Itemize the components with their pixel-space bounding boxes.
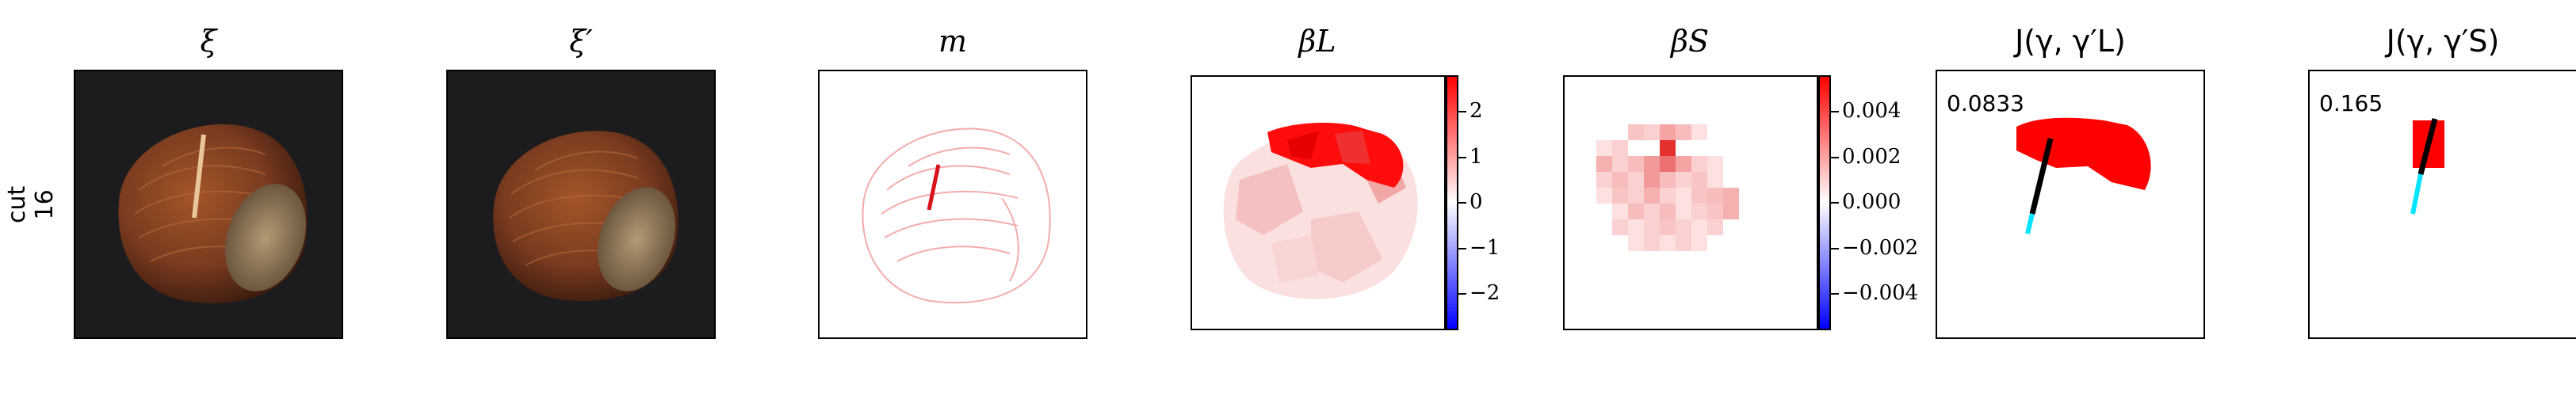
panel-beta-s-image: [1563, 75, 1818, 330]
colorbar-beta-l-tick-label: 0: [1470, 190, 1483, 214]
panel-j-l-image: [1936, 70, 2205, 339]
row-label-line2: 16: [31, 189, 59, 220]
panel-j-s-title: J(γ, γ′S): [2386, 24, 2500, 59]
colorbar-beta-l-tick-mark: [1458, 293, 1466, 295]
panel-xi-image: [74, 70, 343, 339]
score-j-s: 0.165: [2319, 90, 2383, 116]
predicted-cut-line: [2025, 213, 2035, 234]
panel-beta-l-title: βL: [1298, 24, 1336, 59]
colorbar-beta-s-tick-label: 0.002: [1842, 144, 1901, 169]
hazelnut-cap: [597, 187, 676, 291]
colorbar-beta-l-tick-label: 1: [1470, 144, 1483, 169]
colorbar-beta-l-tick-mark: [1458, 247, 1466, 249]
score-j-l: 0.0833: [1947, 90, 2024, 116]
true-cut-line: [2417, 118, 2438, 175]
colorbar-beta-s-tick-mark: [1831, 247, 1839, 249]
row-label-line1: cut: [3, 185, 31, 223]
row-label: cut 16: [3, 186, 59, 223]
cut-line: [192, 134, 206, 219]
colorbar-beta-s: [1818, 75, 1831, 330]
predicted-cut-line: [2410, 173, 2423, 215]
panel-xi-prime-title: ξ′: [569, 24, 593, 59]
panel-j-s-image: [2308, 70, 2576, 339]
colorbar-beta-l-tick-mark: [1458, 111, 1466, 112]
predicted-region: [2016, 117, 2151, 190]
colorbar-beta-l-tick-label: −1: [1470, 235, 1500, 260]
colorbar-beta-l-tick-mark: [1458, 202, 1466, 204]
colorbar-beta-s-tick-mark: [1831, 156, 1839, 158]
panel-m-image: [818, 70, 1087, 339]
colorbar-beta-s-tick-mark: [1831, 111, 1839, 112]
panel-j-l-title: J(γ, γ′L): [2015, 24, 2126, 59]
colorbar-beta-l-tick-mark: [1458, 156, 1466, 158]
colorbar-beta-s-tick-mark: [1831, 293, 1839, 295]
colorbar-beta-s-tick-mark: [1831, 202, 1839, 204]
colorbar-beta-s-tick-label: 0.004: [1842, 99, 1901, 123]
panel-xi-prime-image: [446, 70, 716, 339]
panel-beta-s-title: βS: [1670, 24, 1709, 59]
colorbar-beta-l-tick-label: −2: [1470, 281, 1500, 305]
true-cut-line: [2029, 138, 2054, 215]
colorbar-beta-s-tick-label: −0.004: [1842, 281, 1919, 305]
panel-xi-title: ξ: [200, 24, 217, 59]
panel-m-title: m: [938, 24, 968, 59]
colorbar-beta-s-tick-label: 0.000: [1842, 190, 1901, 214]
colorbar-beta-l-tick-label: 2: [1470, 99, 1483, 123]
panel-beta-l-image: [1191, 75, 1446, 330]
hazelnut-cap: [224, 184, 307, 291]
colorbar-beta-s-tick-label: −0.002: [1842, 235, 1919, 260]
cut-line: [927, 164, 941, 211]
colorbar-beta-l: [1446, 75, 1458, 330]
